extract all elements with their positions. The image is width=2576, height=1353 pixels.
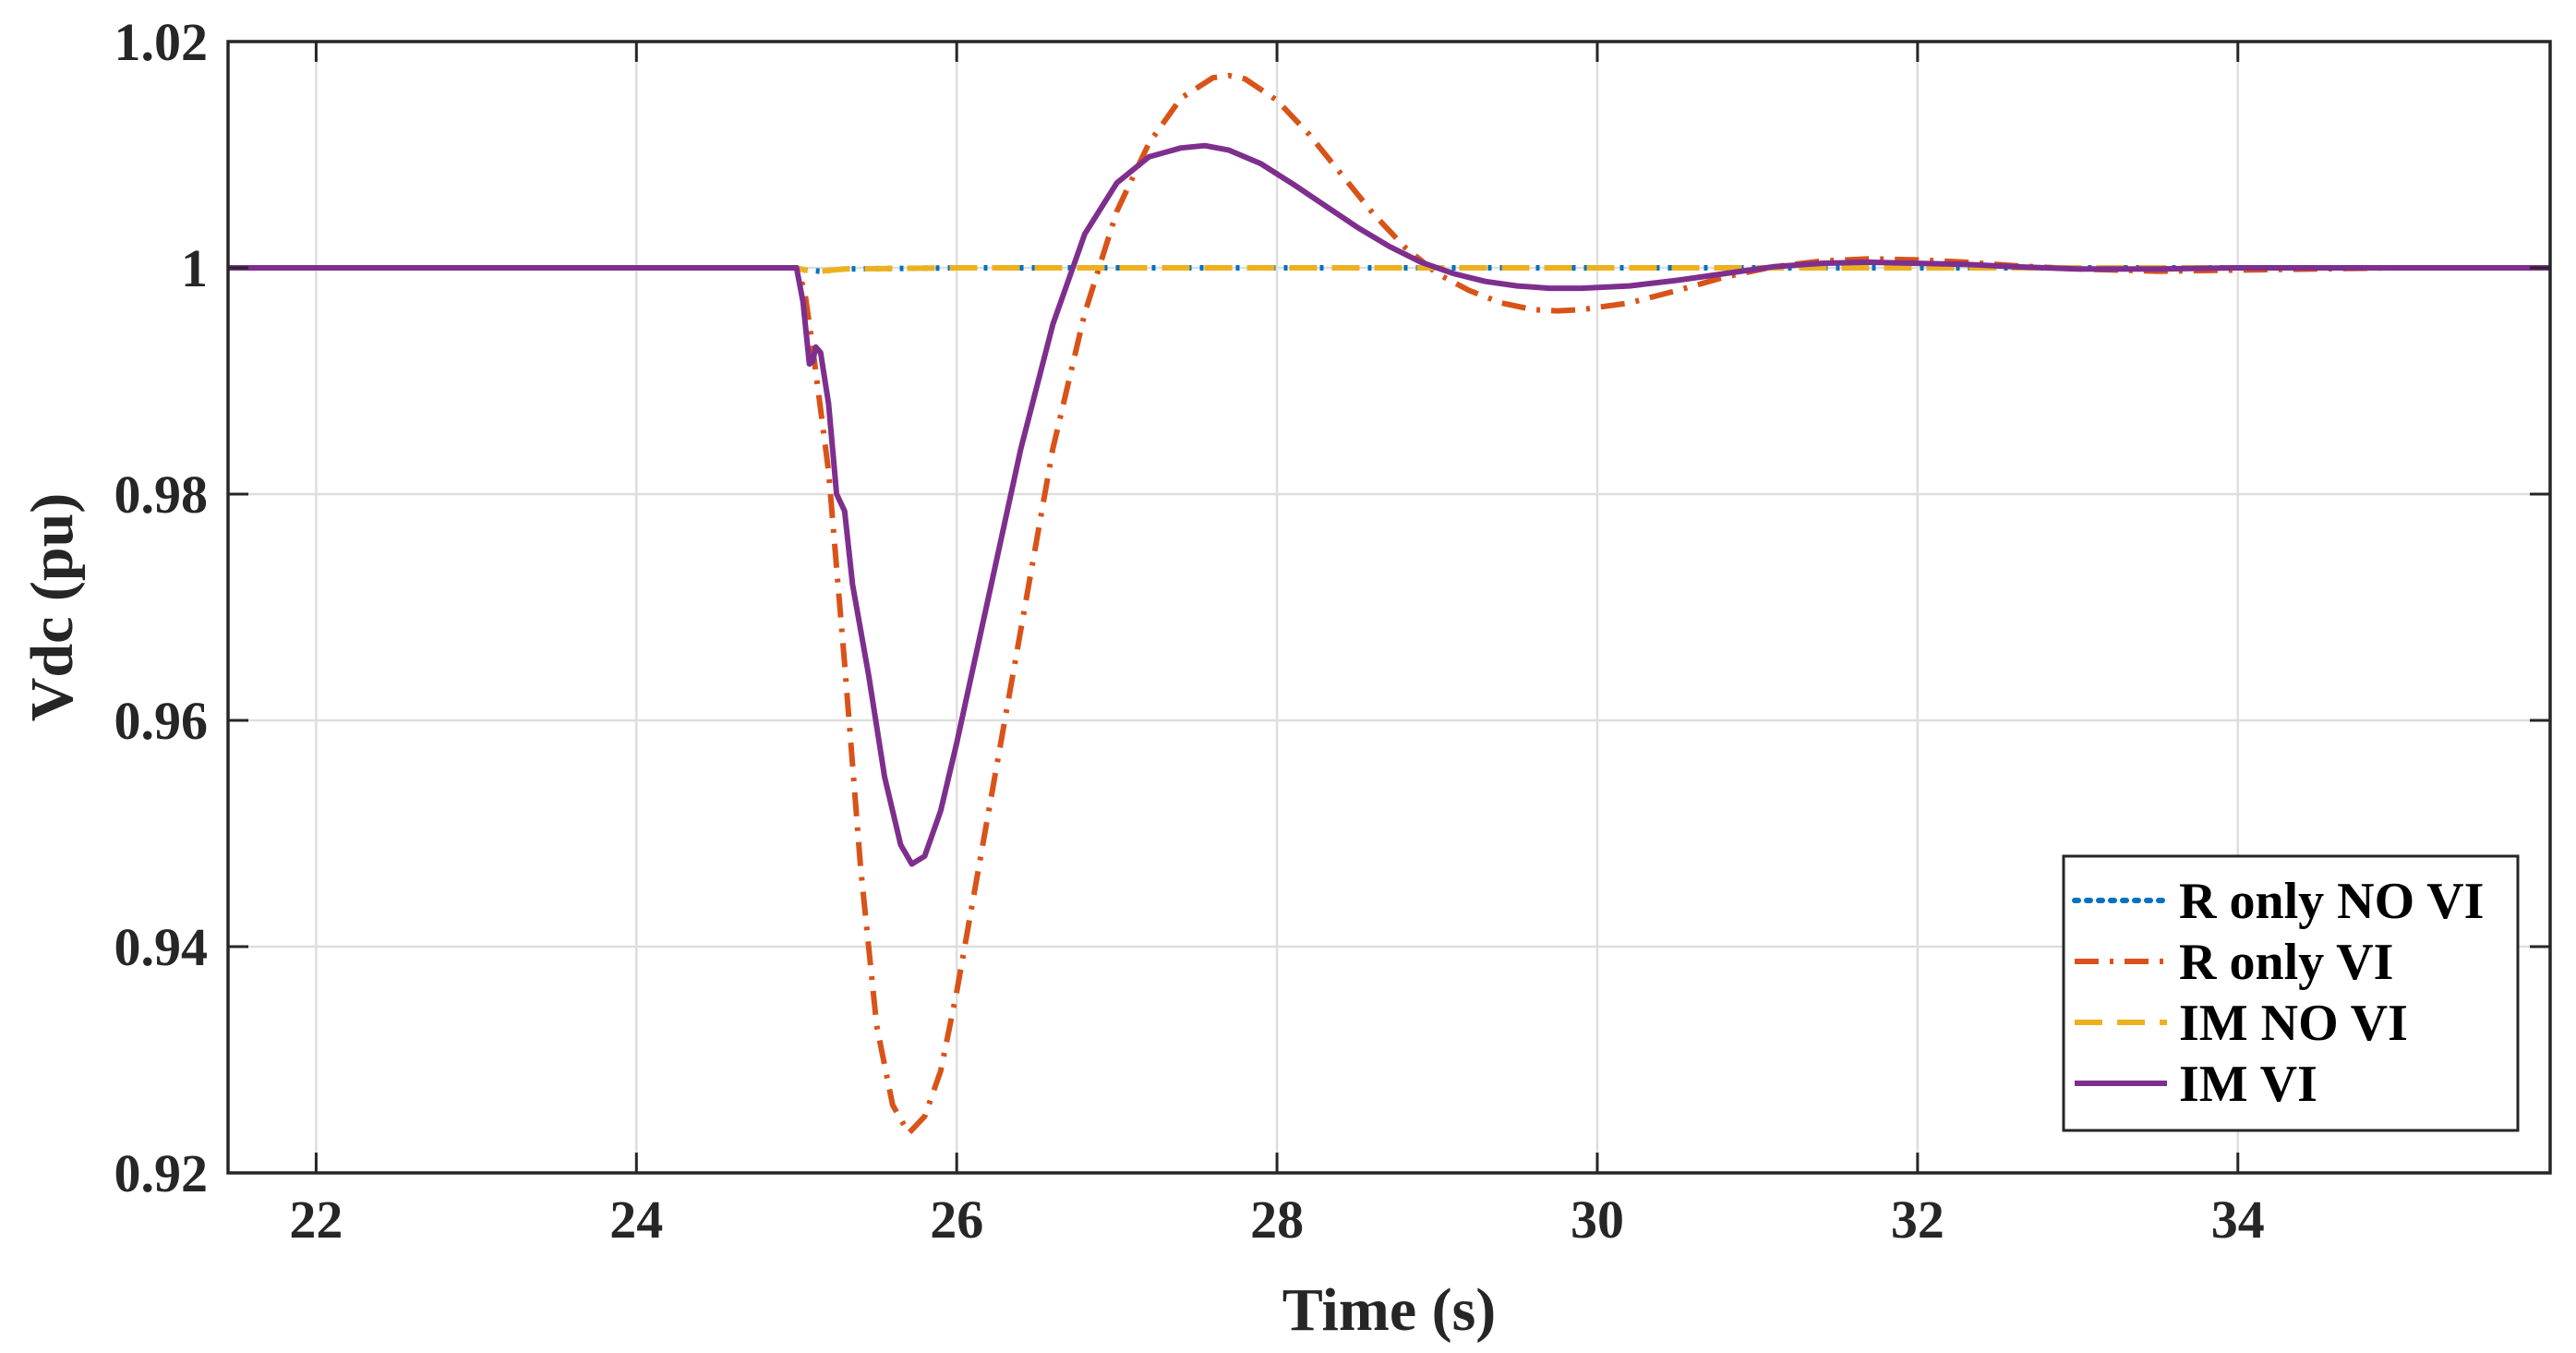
- x-tick-label: 32: [1891, 1190, 1944, 1250]
- legend-label-1: R only NO VI: [2179, 873, 2484, 930]
- y-tick-label: 1.02: [114, 12, 209, 72]
- x-tick-label: 26: [930, 1190, 983, 1250]
- y-axis-title: Vdc (pu): [18, 493, 86, 722]
- x-tick-label: 24: [609, 1190, 663, 1250]
- y-tick-label: 0.96: [114, 691, 209, 751]
- x-tick-label: 34: [2211, 1190, 2265, 1250]
- series-line-2: [228, 72, 2550, 1137]
- x-tick-label: 30: [1571, 1190, 1624, 1250]
- legend-label-3: IM NO VI: [2179, 995, 2408, 1052]
- series-lines: [228, 72, 2550, 1137]
- x-tick-label: 28: [1250, 1190, 1304, 1250]
- series-line-4: [228, 142, 2550, 867]
- y-tick-label: 0.94: [114, 917, 209, 977]
- y-tick-label: 0.92: [114, 1143, 209, 1203]
- plot-area-frame: [226, 40, 2552, 1175]
- legend-label-4: IM VI: [2179, 1056, 2317, 1113]
- axis-ticks: 22 24 26 28 30 32 34 0.92 0.94 0.96 0.98 1 1.02: [114, 12, 2550, 1250]
- y-tick-label: 0.98: [114, 465, 209, 525]
- legend-label-2: R only VI: [2179, 934, 2393, 991]
- x-axis-title: Time (s): [1282, 1276, 1497, 1344]
- y-tick-label: 1: [181, 238, 208, 298]
- x-tick-label: 22: [289, 1190, 343, 1250]
